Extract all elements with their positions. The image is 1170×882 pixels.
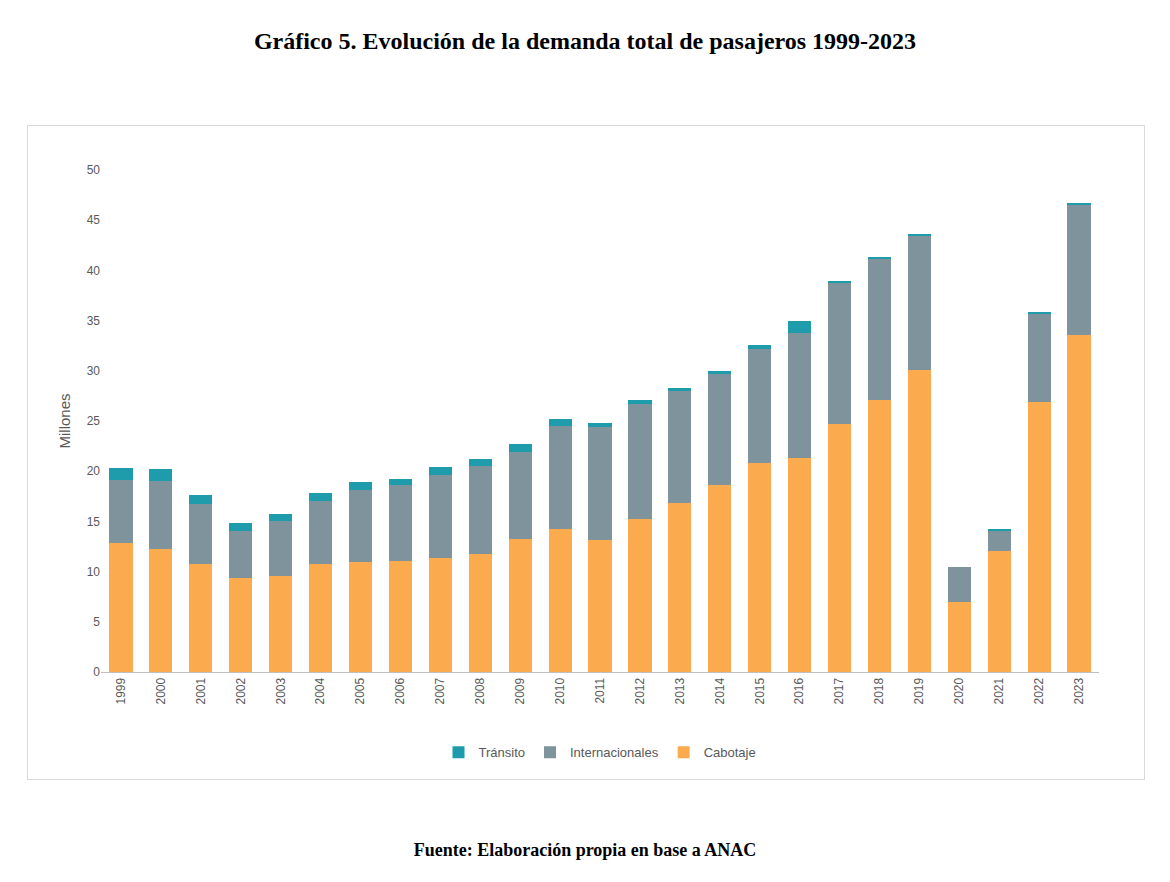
svg-text:2013: 2013 xyxy=(673,677,687,704)
svg-text:2015: 2015 xyxy=(753,677,767,704)
svg-text:Cabotaje: Cabotaje xyxy=(704,745,756,760)
html-text:Fuente: Elaboración propia en: Fuente: Elaboración propia en base a ANA… xyxy=(413,840,757,860)
svg-text:2004: 2004 xyxy=(313,677,327,704)
svg-text:2014: 2014 xyxy=(713,677,727,704)
svg-text:2020: 2020 xyxy=(952,677,966,704)
svg-text:2001: 2001 xyxy=(194,677,208,704)
svg-text:2017: 2017 xyxy=(832,677,846,704)
svg-text:2000: 2000 xyxy=(154,677,168,704)
svg-text:10: 10 xyxy=(87,565,101,579)
svg-text:20: 20 xyxy=(87,464,101,478)
svg-text:30: 30 xyxy=(87,364,101,378)
svg-text:2007: 2007 xyxy=(433,677,447,704)
svg-text:2011: 2011 xyxy=(593,677,607,703)
svg-text:Tránsito: Tránsito xyxy=(479,745,525,760)
svg-text:2009: 2009 xyxy=(513,677,527,704)
svg-text:35: 35 xyxy=(87,314,101,328)
svg-text:2012: 2012 xyxy=(633,677,647,704)
svg-text:50: 50 xyxy=(87,163,101,177)
svg-text:Internacionales: Internacionales xyxy=(570,745,659,760)
svg-text:2003: 2003 xyxy=(274,677,288,704)
svg-text:40: 40 xyxy=(87,264,101,278)
svg-text:2010: 2010 xyxy=(553,677,567,704)
svg-text:1999: 1999 xyxy=(114,677,128,704)
svg-text:2023: 2023 xyxy=(1072,677,1086,704)
svg-text:2019: 2019 xyxy=(912,677,926,704)
html-text:Gráfico 5. Evolución de la dem: Gráfico 5. Evolución de la demanda total… xyxy=(253,28,917,54)
svg-text:45: 45 xyxy=(87,213,101,227)
svg-text:Millones: Millones xyxy=(56,393,73,448)
svg-text:2002: 2002 xyxy=(234,677,248,704)
svg-text:2018: 2018 xyxy=(872,677,886,704)
svg-text:2006: 2006 xyxy=(393,677,407,704)
svg-text:15: 15 xyxy=(87,515,101,529)
svg-text:2021: 2021 xyxy=(992,677,1006,704)
svg-text:25: 25 xyxy=(87,414,101,428)
svg-text:2016: 2016 xyxy=(793,677,807,704)
svg-text:5: 5 xyxy=(93,615,100,629)
svg-text:2022: 2022 xyxy=(1032,677,1046,704)
svg-text:2008: 2008 xyxy=(473,677,487,704)
svg-text:2005: 2005 xyxy=(353,677,367,704)
svg-text:0: 0 xyxy=(93,665,100,679)
